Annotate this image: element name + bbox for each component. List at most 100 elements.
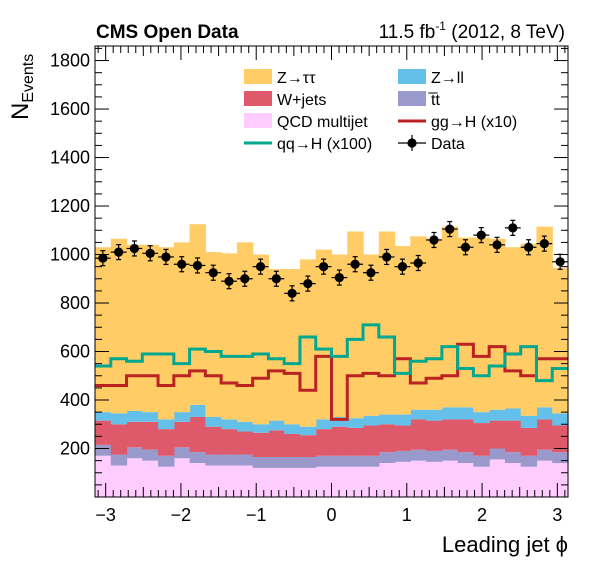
- bar-tt-25: [489, 448, 506, 460]
- bar-zll-7: [205, 416, 222, 427]
- bar-ztt-18: [378, 231, 396, 415]
- data-point-7: [208, 268, 218, 278]
- bar-tt-12: [284, 456, 301, 468]
- bar-wjets-28: [536, 419, 553, 450]
- data-point-19: [397, 262, 408, 272]
- bar-ztt-26: [504, 247, 522, 409]
- bar-ztt-17: [363, 254, 380, 416]
- bar-wjets-0: [95, 420, 112, 445]
- bar-zll-23: [457, 407, 474, 420]
- bar-zll-24: [473, 412, 490, 424]
- bar-wjets-25: [489, 420, 506, 449]
- bar-ztt-11: [268, 269, 285, 421]
- bar-qcd-21: [426, 461, 443, 497]
- data-point-25: [492, 240, 502, 250]
- y-tick-label-8: 1800: [50, 51, 90, 71]
- bar-wjets-8: [221, 429, 238, 455]
- y-tick-label-1: 400: [60, 390, 90, 410]
- bar-zll-12: [284, 424, 301, 434]
- bar-wjets-17: [363, 425, 380, 456]
- bar-wjets-20: [410, 419, 427, 450]
- bar-wjets-10: [252, 432, 270, 457]
- bar-ztt-13: [299, 259, 317, 427]
- bar-wjets-24: [473, 423, 490, 456]
- x-axis-title: Leading jet ϕ: [442, 532, 568, 557]
- bar-ztt-4: [158, 247, 175, 420]
- bar-zll-6: [189, 404, 206, 417]
- bar-zll-13: [299, 426, 317, 436]
- data-point-6: [192, 260, 203, 271]
- bar-zll-27: [520, 415, 538, 428]
- y-tick-label-4: 1000: [50, 245, 90, 265]
- legend-label-ztt: Z→ττ: [277, 70, 316, 87]
- bar-tt-29: [552, 452, 569, 464]
- legend-label-ggh: gg→H (x10): [431, 114, 517, 131]
- bar-wjets-2: [126, 421, 143, 448]
- y-tick-label-5: 1200: [50, 196, 90, 216]
- bar-zll-11: [268, 420, 285, 431]
- bar-zll-3: [142, 412, 159, 422]
- bar-qcd-28: [536, 460, 553, 497]
- legend-label-tt: t̅t: [428, 92, 440, 109]
- x-tick-label-1: −2: [171, 505, 192, 525]
- bar-zll-26: [504, 408, 522, 421]
- bar-qcd-10: [252, 467, 270, 497]
- bar-qcd-25: [489, 459, 506, 497]
- bar-tt-7: [205, 454, 222, 466]
- legend-label-wjets: W+jets: [277, 92, 326, 109]
- x-tick-label-2: −1: [246, 505, 267, 525]
- bar-wjets-11: [268, 430, 285, 457]
- series-ggh: [95, 342, 568, 421]
- data-point-10: [255, 262, 266, 272]
- bar-tt-0: [95, 444, 112, 456]
- bar-zll-4: [158, 419, 175, 430]
- y-axis-title: NEvents: [7, 54, 37, 120]
- bar-qcd-7: [205, 465, 222, 497]
- bar-tt-24: [473, 455, 490, 467]
- data-point-8: [224, 276, 234, 286]
- bar-zll-22: [441, 407, 459, 420]
- bar-tt-4: [158, 455, 175, 467]
- data-point-3: [145, 248, 155, 258]
- bar-tt-10: [252, 456, 270, 468]
- bar-zll-5: [173, 412, 191, 422]
- legend-swatch-wjets: [244, 91, 272, 106]
- bar-ztt-21: [426, 238, 443, 410]
- bar-zll-28: [536, 407, 553, 420]
- bar-qcd-23: [457, 463, 474, 497]
- data-point-4: [161, 252, 171, 262]
- bar-tt-2: [126, 447, 143, 459]
- bar-ztt-12: [284, 269, 301, 425]
- bar-tt-14: [315, 455, 333, 467]
- data-point-27: [523, 242, 534, 252]
- bar-zll-10: [252, 424, 270, 433]
- header-right: 11.5 fb-1 (2012, 8 TeV): [379, 19, 565, 43]
- bar-zll-20: [410, 409, 427, 420]
- bar-wjets-5: [173, 421, 191, 448]
- bar-wjets-19: [394, 425, 411, 451]
- bar-wjets-27: [520, 427, 538, 456]
- data-point-2: [129, 243, 140, 254]
- bar-tt-3: [142, 449, 159, 461]
- bar-qcd-0: [95, 455, 112, 497]
- plot-frame: [94, 45, 569, 498]
- bar-ztt-23: [457, 237, 474, 408]
- bar-zll-21: [426, 409, 443, 421]
- bar-ztt-6: [189, 224, 206, 405]
- bar-qcd-29: [552, 463, 569, 497]
- bar-ztt-27: [520, 243, 538, 416]
- bar-wjets-13: [299, 435, 317, 457]
- bar-zll-0: [95, 412, 112, 421]
- bar-qcd-18: [378, 463, 396, 497]
- bar-wjets-22: [441, 419, 459, 450]
- bar-tt-27: [520, 455, 538, 467]
- bar-ztt-22: [441, 226, 459, 408]
- bar-ztt-28: [536, 226, 553, 408]
- bar-qcd-24: [473, 466, 490, 497]
- data-point-26: [508, 223, 518, 233]
- legend-swatch-data: [407, 138, 417, 148]
- bar-wjets-12: [284, 433, 301, 457]
- bar-ztt-29: [552, 267, 569, 414]
- bar-qcd-16: [347, 466, 364, 497]
- bar-tt-26: [504, 452, 522, 464]
